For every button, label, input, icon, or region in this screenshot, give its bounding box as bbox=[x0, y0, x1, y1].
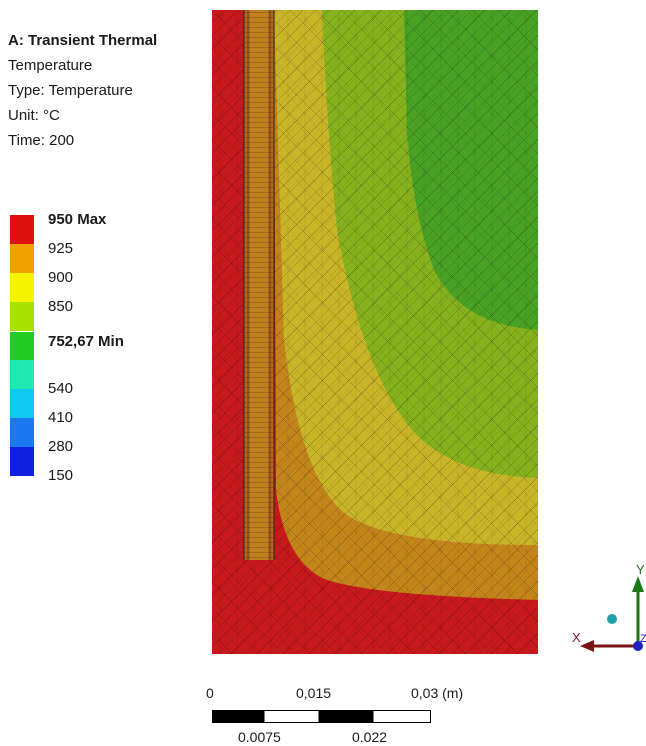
legend-label: 900 bbox=[48, 269, 74, 286]
legend-swatch bbox=[10, 447, 34, 476]
x-axis-label: X bbox=[572, 630, 581, 645]
legend-swatch bbox=[10, 244, 34, 273]
legend-row: 150 bbox=[10, 447, 210, 486]
legend-row: 410 bbox=[10, 389, 210, 428]
legend-swatch bbox=[10, 332, 34, 361]
legend-row-min: 752,67 Min bbox=[10, 332, 210, 361]
z-axis-dot bbox=[633, 641, 643, 651]
axis-triad[interactable]: Y X Z bbox=[568, 558, 646, 658]
legend-row-max: 950 Max bbox=[10, 210, 210, 244]
result-header: A: Transient Thermal Temperature Type: T… bbox=[8, 28, 157, 153]
y-axis-label: Y bbox=[636, 562, 645, 577]
result-time: Time: 200 bbox=[8, 132, 75, 149]
legend-label: 925 bbox=[48, 240, 74, 257]
scale-label: 0 bbox=[206, 685, 214, 701]
scale-label: 0.022 bbox=[352, 729, 388, 745]
legend-swatch bbox=[10, 418, 34, 447]
result-unit: Unit: °C bbox=[8, 107, 60, 124]
scale-bar: 0 0,015 0,03 (m) 0.0075 0.022 bbox=[206, 685, 512, 745]
legend-label: 850 bbox=[48, 298, 74, 315]
inner-part-mesh bbox=[244, 10, 274, 560]
legend-row: 850 bbox=[10, 297, 210, 331]
result-name: Temperature bbox=[8, 57, 93, 74]
legend-swatch bbox=[10, 389, 34, 418]
legend-label: 280 bbox=[48, 438, 74, 455]
legend-label-min: 752,67 Min bbox=[48, 333, 124, 350]
triad-center-sphere bbox=[607, 614, 617, 624]
analysis-title: A: Transient Thermal bbox=[8, 32, 158, 49]
scale-label: 0,03 (m) bbox=[411, 685, 464, 701]
y-arrow-head bbox=[632, 576, 644, 592]
legend-label: 540 bbox=[48, 380, 74, 397]
legend-swatch bbox=[10, 215, 34, 244]
legend-swatch bbox=[10, 360, 34, 389]
legend-label-max: 950 Max bbox=[48, 211, 107, 228]
x-arrow-head bbox=[580, 640, 594, 652]
legend-row: 280 bbox=[10, 418, 210, 457]
legend-row: 900 bbox=[10, 268, 210, 302]
legend-label: 150 bbox=[48, 467, 74, 484]
result-type: Type: Temperature bbox=[8, 82, 133, 99]
legend-row: 925 bbox=[10, 239, 210, 273]
contour-plot[interactable] bbox=[212, 10, 538, 654]
scale-label: 0,015 bbox=[296, 685, 332, 701]
legend-row: 540 bbox=[10, 360, 210, 399]
z-axis-label: Z bbox=[640, 633, 646, 645]
scale-bar-graphic bbox=[212, 710, 431, 723]
legend-swatch bbox=[10, 273, 34, 302]
legend-label: 410 bbox=[48, 409, 74, 426]
legend-swatch bbox=[10, 302, 34, 331]
scale-label: 0.0075 bbox=[238, 729, 281, 745]
